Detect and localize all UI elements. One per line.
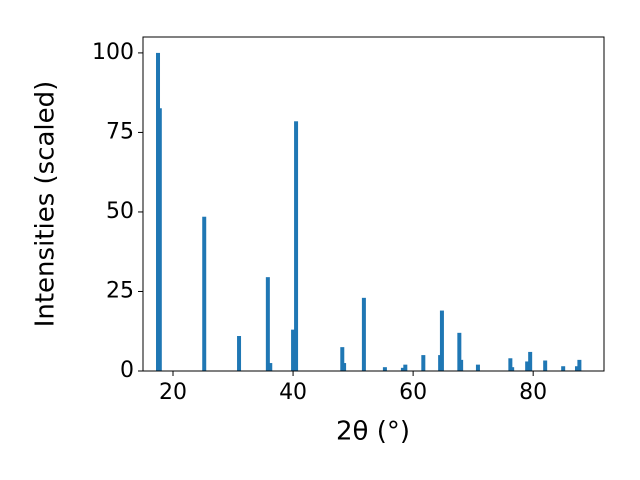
bar: [400, 367, 405, 371]
bar: [459, 359, 464, 371]
x-tick-label: 20: [159, 380, 187, 405]
x-tick-label: 40: [279, 380, 307, 405]
bar: [421, 355, 426, 371]
bar: [528, 351, 533, 371]
x-axis-label: 2θ (°): [336, 417, 410, 447]
y-tick-label: 100: [92, 40, 134, 65]
bar: [291, 329, 296, 371]
bar: [382, 367, 387, 371]
bar: [202, 216, 207, 371]
bar: [577, 359, 582, 371]
plot-frame: [142, 36, 605, 372]
bar: [561, 366, 566, 371]
bar: [342, 363, 347, 371]
bar: [294, 121, 299, 372]
bar: [268, 363, 273, 371]
bar: [457, 332, 462, 371]
bar: [543, 360, 548, 371]
bar: [525, 361, 530, 371]
bar: [237, 336, 242, 371]
bar: [361, 297, 366, 371]
bar: [475, 364, 480, 371]
y-tick-label: 50: [106, 199, 134, 224]
bar: [439, 310, 444, 371]
bar: [340, 347, 345, 371]
bar: [403, 364, 408, 371]
bar: [508, 358, 513, 371]
y-tick-label: 25: [106, 278, 134, 303]
bar: [265, 277, 270, 371]
bar: [157, 108, 162, 372]
bar: [510, 367, 515, 371]
y-tick-label: 75: [106, 119, 134, 144]
x-tick-label: 60: [399, 380, 427, 405]
y-axis-label: Intensities (scaled): [31, 81, 61, 328]
y-tick-label: 0: [120, 358, 134, 383]
bar: [574, 366, 579, 371]
x-tick-label: 80: [519, 380, 547, 405]
